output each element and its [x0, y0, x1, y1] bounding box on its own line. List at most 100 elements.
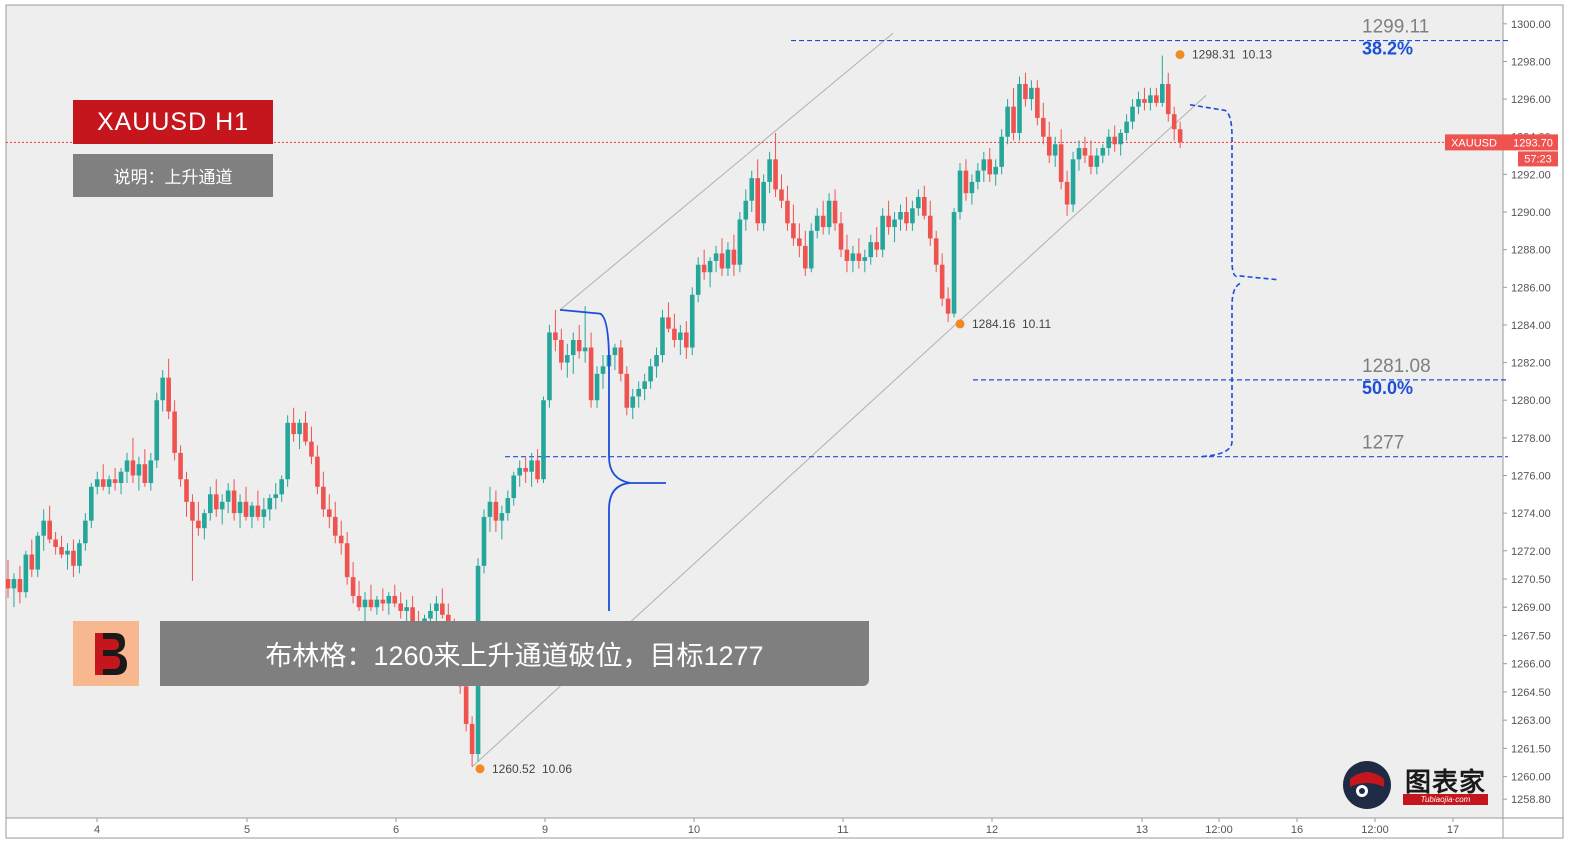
y-tick-label: 1269.00	[1511, 602, 1551, 614]
candle-body	[142, 464, 148, 484]
candle-body	[731, 249, 737, 265]
candle-body	[11, 578, 17, 589]
candle-body	[124, 460, 130, 472]
candle-body	[505, 498, 511, 514]
candle-body	[1088, 155, 1094, 167]
fib-pct-label: 50.0%	[1362, 378, 1413, 398]
y-tick-label: 1280.00	[1511, 395, 1551, 407]
candle-body	[279, 479, 284, 495]
candle-body	[856, 253, 862, 261]
candle-body	[797, 238, 802, 246]
candle-body	[922, 196, 927, 216]
y-tick-label: 1263.00	[1511, 715, 1551, 727]
candle-body	[1094, 155, 1100, 167]
candle-body	[1076, 148, 1082, 160]
last-price-tag	[1503, 134, 1558, 151]
candle-body	[404, 607, 409, 611]
candle-body	[196, 520, 201, 529]
candle-body	[148, 460, 154, 484]
y-tick-label: 1260.00	[1511, 772, 1551, 784]
candle-body	[535, 460, 540, 480]
candle-body	[826, 200, 832, 228]
candle-body	[428, 610, 433, 619]
candle-body	[1041, 117, 1046, 137]
y-tick-label: 1258.80	[1511, 794, 1551, 806]
candle-body	[362, 599, 368, 608]
candle-body	[166, 377, 171, 412]
candle-body	[350, 577, 356, 596]
candle-body	[541, 400, 546, 480]
y-tick-label: 1261.50	[1511, 743, 1551, 755]
candle-body	[725, 249, 731, 269]
candle-body	[392, 595, 398, 604]
candle-body	[29, 554, 35, 570]
y-tick-label: 1267.50	[1511, 630, 1551, 642]
candle-body	[862, 257, 868, 261]
candle-body	[951, 212, 957, 314]
candle-body	[118, 471, 124, 484]
y-tick-label: 1274.00	[1511, 508, 1551, 520]
candle-body	[1136, 99, 1141, 107]
candle-body	[89, 486, 94, 521]
pivot-price-label: 1284.16	[972, 317, 1016, 331]
candle-body	[630, 396, 636, 408]
candle-body	[47, 520, 52, 540]
watermark-name: 图表家	[1405, 767, 1487, 797]
candle-body	[160, 377, 165, 401]
candle-body	[1017, 84, 1022, 133]
candle-body	[202, 513, 207, 529]
note-badge: 说明：上升通道	[73, 154, 273, 197]
candle-body	[1011, 106, 1016, 133]
candle-body	[874, 242, 879, 250]
candle-body	[410, 607, 415, 623]
y-tick-label: 1264.50	[1511, 687, 1551, 699]
y-tick-label: 1272.00	[1511, 546, 1551, 558]
pivot-marker	[955, 319, 965, 329]
brand-logo	[73, 621, 139, 686]
candle-body	[356, 595, 362, 608]
brand-b-icon	[95, 633, 127, 675]
symbol-label: XAUUSD H1	[96, 107, 250, 136]
candle-body	[77, 543, 82, 566]
candle-body	[100, 479, 106, 487]
candle-body	[963, 170, 969, 194]
candle-body	[933, 238, 939, 265]
pivot-ratio-label: 10.11	[1022, 317, 1051, 331]
candle-body	[1171, 114, 1177, 130]
candle-body	[695, 264, 701, 295]
candle-body	[660, 317, 665, 356]
candle-body	[975, 170, 981, 182]
candle-body	[208, 494, 213, 514]
candle-body	[1142, 99, 1147, 103]
volume-profile-line	[559, 308, 666, 611]
candle-body	[53, 539, 58, 547]
y-tick-label: 1298.00	[1511, 56, 1551, 68]
pivot-price-label: 1298.31	[1192, 48, 1236, 62]
candle-body	[190, 501, 195, 521]
candle-body	[154, 400, 160, 461]
y-tick-label: 1300.00	[1511, 19, 1551, 31]
candle-body	[5, 578, 11, 589]
candle-body	[868, 242, 874, 258]
candle-body	[463, 686, 469, 724]
candle-body	[1100, 148, 1106, 156]
x-tick-label: 17	[1447, 824, 1459, 836]
candle-body	[237, 501, 243, 514]
candle-body	[344, 543, 350, 578]
candle-body	[380, 599, 386, 604]
x-tick-label: 10	[688, 824, 700, 836]
candle-body	[1052, 144, 1058, 156]
candle-body	[600, 366, 606, 374]
candle-body	[1106, 136, 1112, 149]
candle-body	[315, 456, 320, 487]
candle-body	[582, 347, 588, 352]
candle-body	[785, 200, 790, 224]
candle-body	[916, 196, 921, 209]
candle-body	[547, 332, 552, 401]
candle-body	[297, 422, 302, 435]
candle-body	[624, 373, 630, 408]
candle-body	[112, 479, 118, 484]
countdown-label: 57:23	[1524, 153, 1552, 165]
candle-body	[327, 509, 332, 517]
candle-body	[499, 513, 505, 521]
